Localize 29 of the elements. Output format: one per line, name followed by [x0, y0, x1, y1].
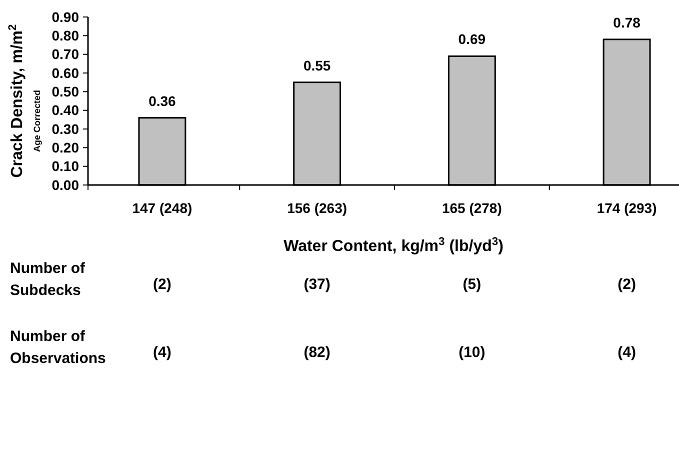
text: (10): [458, 344, 486, 361]
data-label: 0.78: [613, 14, 641, 30]
x-tick-label: 156 (263): [287, 200, 348, 216]
y-tick-label: 0.20: [52, 140, 80, 156]
text: (4): [618, 344, 636, 361]
text: Number of Observations: [10, 328, 106, 367]
y-tick-label: 0.00: [52, 176, 80, 193]
text: (37): [304, 276, 330, 293]
data-label: 0.36: [148, 92, 176, 109]
data-label: 0.69: [458, 31, 486, 48]
x-tick-label: 165 (278): [442, 200, 502, 216]
text: (2): [153, 276, 172, 293]
text: (5): [462, 276, 482, 293]
y-tick-label: 0.60: [52, 64, 80, 81]
y-tick-label: 0.90: [52, 8, 80, 25]
y-tick-label: 0.50: [52, 84, 80, 100]
data-label: 0.55: [303, 57, 331, 74]
y-tick-label: 0.70: [52, 46, 80, 62]
x-tick-label: 147 (248): [132, 200, 192, 216]
text: (82): [304, 344, 330, 361]
text: Number of Subdecks: [10, 260, 86, 299]
text: (4): [153, 344, 172, 361]
y-tick-label: 0.80: [52, 28, 80, 44]
x-tick-label: 174 (293): [596, 200, 657, 216]
y-tick-label: 0.10: [52, 158, 80, 174]
text: (2): [618, 276, 636, 293]
y-tick-label: 0.40: [52, 102, 80, 118]
x-axis-title: Water Content, kg/m$^{3}$ (lb/yd$^{3}$): [284, 236, 504, 255]
y-tick-label: 0.30: [52, 120, 80, 137]
